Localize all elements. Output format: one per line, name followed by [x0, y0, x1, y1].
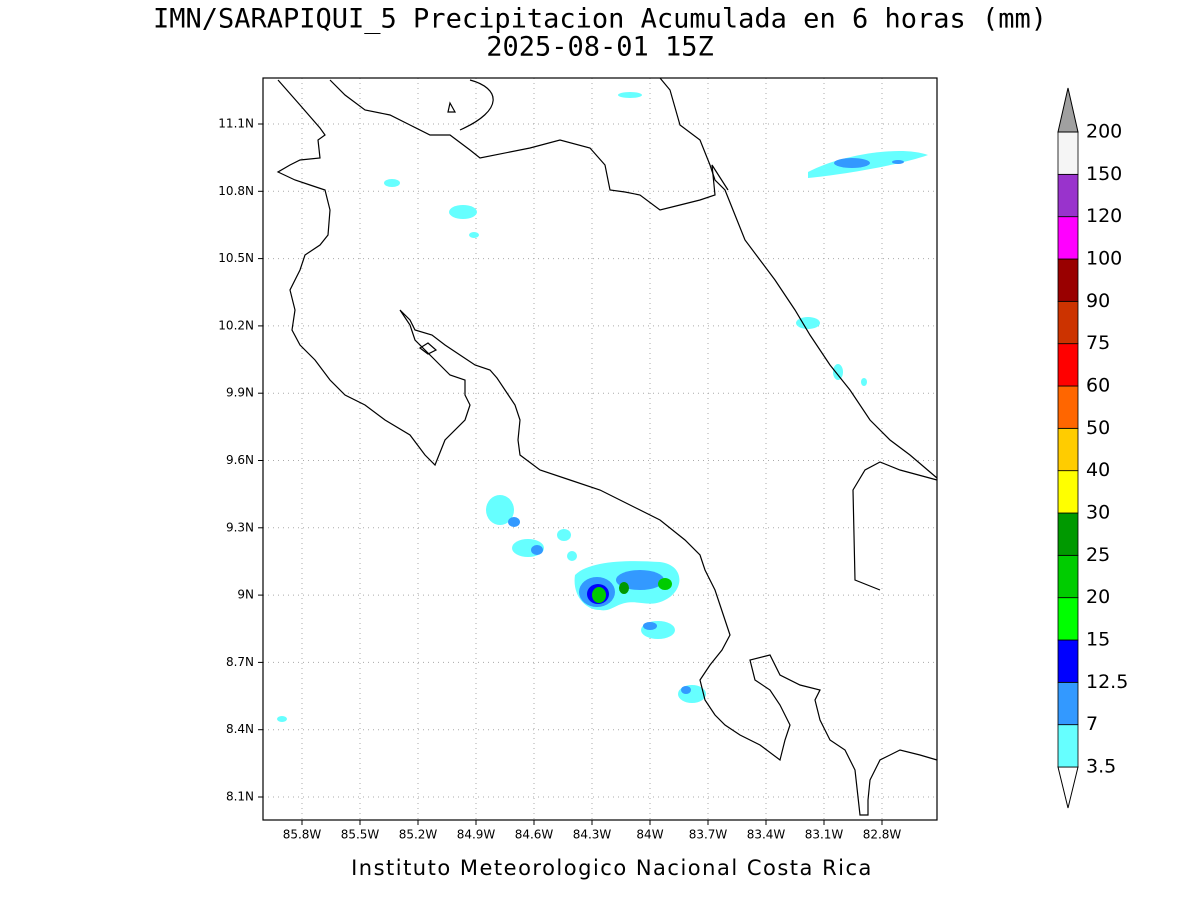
lon-label: 82.8W	[863, 828, 902, 842]
colorbar-label: 40	[1086, 459, 1110, 481]
grid	[263, 78, 937, 820]
colorbar-segment	[1057, 724, 1079, 768]
precip-area	[277, 716, 287, 722]
precipitation	[277, 92, 928, 722]
lon-label: 84.9W	[457, 828, 496, 842]
colorbar-segment	[1057, 427, 1079, 472]
precip-area	[384, 179, 400, 187]
lat-label: 9.3N	[226, 520, 254, 534]
precip-area	[834, 158, 870, 168]
precip-area	[449, 205, 477, 219]
lat-label: 10.5N	[218, 251, 254, 265]
colorbar-label: 75	[1086, 332, 1110, 354]
lon-label: 85.5W	[341, 828, 380, 842]
precip-area	[531, 545, 543, 555]
precip-area	[567, 551, 577, 561]
precip-area	[618, 92, 642, 98]
lat-label: 8.7N	[226, 655, 254, 669]
colorbar-label: 7	[1086, 713, 1098, 735]
colorbar-label: 12.5	[1086, 671, 1128, 693]
lat-label: 9.6N	[226, 453, 254, 467]
colorbar-segment	[1057, 258, 1079, 302]
precip-area	[681, 686, 691, 694]
precip-area	[892, 160, 904, 164]
colorbar-segment	[1057, 554, 1079, 599]
lon-label: 85.8W	[283, 828, 322, 842]
island	[447, 101, 457, 113]
colorbar-segment	[1057, 639, 1079, 683]
lat-label: 10.8N	[218, 184, 254, 198]
precip-area	[658, 578, 672, 590]
colorbar-segment	[1057, 300, 1079, 345]
axis-labels: 85.8W 85.5W 85.2W 84.9W 84.6W 84.3W 84W 83.7W 83…	[218, 117, 901, 842]
precip-area	[833, 364, 843, 380]
lat-label: 8.1N	[226, 790, 254, 804]
lon-label: 83.7W	[689, 828, 728, 842]
shore	[459, 79, 494, 131]
island	[418, 342, 438, 355]
border	[852, 461, 938, 591]
colorbar-label: 150	[1086, 163, 1122, 185]
coast	[276, 79, 938, 816]
colorbar-segment	[1057, 216, 1079, 260]
colorbar-label: 20	[1086, 586, 1110, 608]
colorbar-label: 200	[1086, 121, 1122, 143]
subtitle: 2025-08-01 15Z	[486, 32, 714, 63]
lon-label: 83.4W	[747, 828, 786, 842]
precip-area	[469, 232, 479, 238]
coast	[659, 77, 938, 479]
precip-area	[486, 495, 514, 525]
colorbar-segment	[1057, 597, 1079, 641]
precip-area	[643, 622, 657, 630]
precip-area	[592, 587, 606, 603]
coastline	[276, 77, 938, 816]
lon-label: 85.2W	[399, 828, 438, 842]
colorbar-label: 25	[1086, 544, 1110, 566]
lat-label: 10.2N	[218, 318, 254, 332]
lat-label: 9.9N	[226, 386, 254, 400]
colorbar-segment	[1057, 385, 1079, 429]
shore	[329, 79, 729, 211]
colorbar-label: 15	[1086, 629, 1110, 651]
colorbar-label: 60	[1086, 375, 1110, 397]
precip-area	[508, 517, 520, 527]
colorbar-segment	[1057, 343, 1079, 387]
colorbar-label: 120	[1086, 205, 1122, 227]
colorbar-label: 90	[1086, 290, 1110, 312]
colorbar-segment	[1057, 512, 1079, 556]
colorbar-label: 100	[1086, 248, 1122, 270]
colorbar-segment	[1057, 470, 1079, 514]
lon-label: 84W	[636, 828, 663, 842]
lat-label: 11.1N	[218, 117, 254, 131]
colorbar-segment	[1057, 681, 1079, 726]
lon-label: 83.1W	[805, 828, 844, 842]
colorbar-triangle	[1057, 766, 1079, 809]
title: IMN/SARAPIQUI_5 Precipitacion Acumulada …	[153, 4, 1047, 35]
colorbar: 3.5 7 12.5 15 20 25 30 40 50 60 75 90 100 120 150 200	[1057, 87, 1128, 809]
lat-label: 9N	[237, 588, 254, 602]
precip-area	[861, 378, 867, 386]
colorbar-label: 50	[1086, 417, 1110, 439]
precip-area	[619, 582, 629, 594]
colorbar-triangle	[1057, 87, 1079, 133]
footer: Instituto Meteorologico Nacional Costa R…	[351, 856, 873, 880]
precip-area	[796, 317, 820, 329]
lon-label: 84.6W	[515, 828, 554, 842]
colorbar-segment	[1057, 131, 1079, 175]
map-frame	[262, 77, 938, 821]
precip-area	[557, 529, 571, 541]
colorbar-label: 3.5	[1086, 756, 1116, 778]
colorbar-label: 30	[1086, 502, 1110, 524]
colorbar-segment	[1057, 173, 1079, 218]
lon-label: 84.3W	[573, 828, 612, 842]
lat-label: 8.4N	[226, 722, 254, 736]
